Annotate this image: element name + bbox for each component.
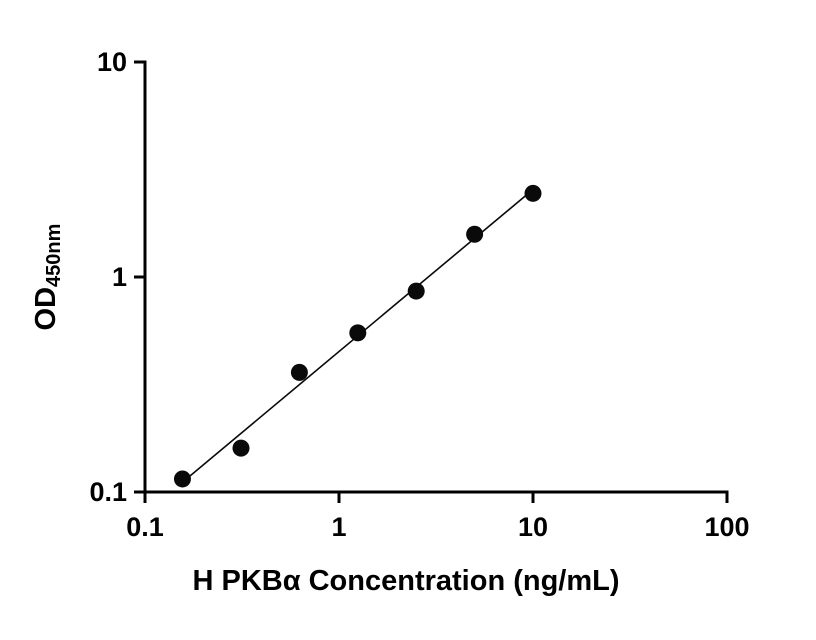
data-point bbox=[232, 439, 250, 457]
x-axis-title: H PKBα Concentration (ng/mL) bbox=[192, 565, 619, 597]
data-point bbox=[173, 470, 191, 488]
data-point bbox=[407, 282, 425, 300]
x-tick-label: 100 bbox=[704, 512, 749, 542]
data-point bbox=[290, 363, 308, 381]
y-axis-title: OD450nm bbox=[30, 224, 65, 331]
y-tick-label: 1 bbox=[112, 262, 127, 292]
data-point bbox=[349, 324, 367, 342]
y-tick-label: 0.1 bbox=[89, 477, 127, 507]
y-tick-label: 10 bbox=[97, 47, 127, 77]
x-tick-label: 1 bbox=[331, 512, 346, 542]
x-tick-label: 0.1 bbox=[126, 512, 164, 542]
data-point bbox=[524, 184, 542, 202]
x-tick-label: 10 bbox=[518, 512, 548, 542]
data-point bbox=[466, 225, 484, 243]
